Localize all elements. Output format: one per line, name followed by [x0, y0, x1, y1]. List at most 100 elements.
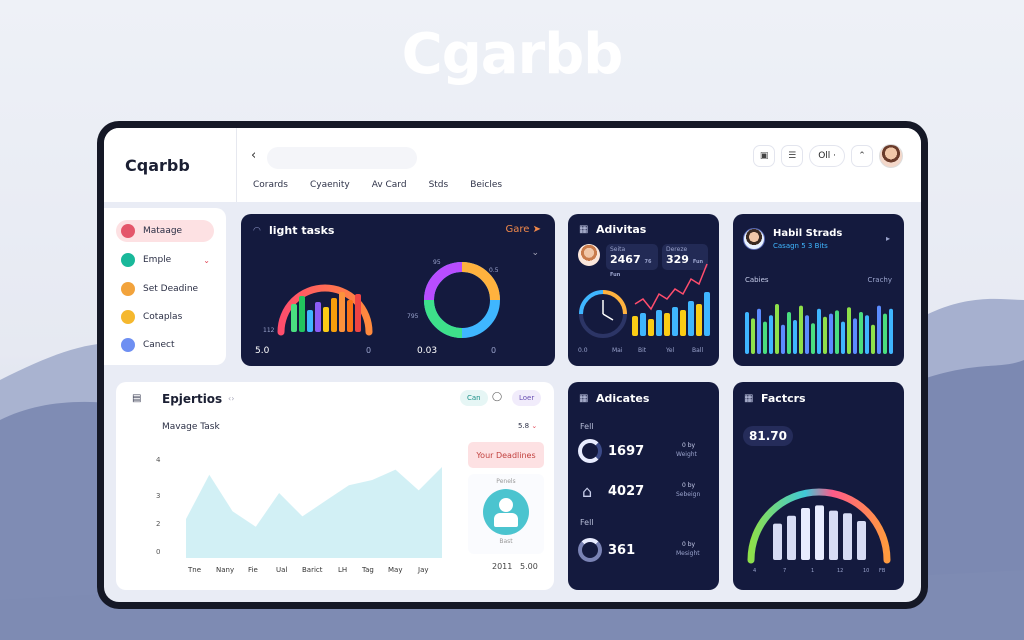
- x-tick-label: LH: [338, 566, 347, 574]
- y-tick-label: 3: [156, 492, 160, 500]
- stat-box: Seita 2467 76 Fun: [606, 244, 658, 278]
- gauge-arc: [277, 284, 373, 336]
- nav-tab[interactable]: Stds: [428, 180, 449, 190]
- hero-logo-title: Cgarbb: [401, 22, 624, 87]
- metric-tag: Weight: [676, 451, 697, 458]
- factors-chart: 4 7 1 12 10 FB: [747, 488, 891, 574]
- search-input[interactable]: [267, 147, 417, 169]
- sidebar-item-deadline[interactable]: Set Deadine: [116, 278, 214, 300]
- x-tick-label: Tag: [361, 566, 374, 574]
- habit-sub: Casagn 5 3 Bits: [773, 242, 828, 250]
- expertise-sub: Mavage Task: [162, 422, 220, 432]
- home-icon: ⌂: [582, 482, 593, 501]
- tasks-zero-2: 0: [491, 346, 496, 355]
- bar: [299, 296, 305, 332]
- stat-number: 2011: [492, 562, 513, 571]
- x-tick-label: Jay: [417, 566, 429, 574]
- tasks-a-label: 5.0: [255, 346, 270, 356]
- nav-tab[interactable]: Av Card: [371, 180, 407, 190]
- progress-ring: [578, 439, 602, 463]
- bar: [829, 313, 833, 354]
- bar: [769, 315, 773, 354]
- tasks-title: light tasks: [269, 224, 335, 237]
- calendar-icon[interactable]: ▣: [753, 145, 776, 167]
- habit-right-label: Crachy: [867, 276, 892, 284]
- progress-ring: [578, 538, 602, 562]
- bar: [696, 304, 702, 336]
- x-tick-label: Bit: [638, 347, 647, 354]
- chip-loer[interactable]: Loer: [512, 390, 542, 406]
- bar: [773, 523, 782, 560]
- sidebar-item-manage[interactable]: Mataage: [116, 220, 214, 242]
- grid-icon: ▦: [579, 224, 589, 235]
- donut-segment: [424, 299, 463, 338]
- metric-tag: 0 by: [682, 541, 696, 548]
- sidebar-item-templates[interactable]: Cotaplas: [116, 306, 214, 328]
- metric-tag: 0 by: [682, 442, 696, 449]
- tasks-action[interactable]: Gare ➤: [505, 224, 541, 235]
- x-tick-label: 1: [811, 568, 814, 574]
- bar: [339, 292, 345, 332]
- activities-chart: 0.0 Mai Bit Yel Ball: [578, 263, 710, 354]
- avatar: [743, 228, 765, 250]
- chip-can[interactable]: Can: [460, 390, 488, 406]
- sidebar-item-connect[interactable]: Canect: [116, 334, 214, 356]
- x-tick-label: Fie: [248, 566, 258, 574]
- bar: [307, 310, 313, 332]
- bar: [853, 318, 857, 354]
- chat-icon[interactable]: ◯: [492, 392, 503, 402]
- x-tick-label: May: [388, 566, 402, 574]
- bar: [877, 305, 881, 354]
- bar: [632, 316, 638, 336]
- tasks-a-side: 112: [263, 327, 275, 334]
- factors-card: ▦ Factcrs 81.70 4 7 1 12 10 FB: [733, 382, 904, 590]
- area-chart: 4 3 2 0 Tne Nany Fie Ual Barict LH Tag M…: [156, 456, 442, 574]
- deadlines-button[interactable]: Your Deadlines: [468, 442, 544, 468]
- activities-card: ▦ Adivitas Seita 2467 76 Fun Dereze 329 …: [568, 214, 719, 366]
- chevron-icon[interactable]: ⌃: [851, 145, 873, 167]
- bar: [664, 313, 670, 336]
- status-pill[interactable]: Oll ·: [809, 145, 845, 167]
- bar: [883, 313, 887, 354]
- tasks-zero: 0: [366, 346, 371, 355]
- nav-tab[interactable]: Cyaenity: [309, 180, 350, 190]
- play-icon[interactable]: ▸: [885, 234, 890, 243]
- wifi-icon: ◠: [253, 226, 261, 236]
- x-tick-label: 0.0: [578, 347, 588, 354]
- bar: [815, 505, 824, 560]
- bar: [751, 318, 755, 354]
- habit-card: Habil Strads Casagn 5 3 Bits ▸ Cabies Cr…: [733, 214, 904, 366]
- x-tick-label: Nany: [216, 566, 234, 574]
- donut-top-label: 95: [433, 259, 441, 266]
- activities-title: Adivitas: [596, 223, 647, 236]
- chevron-down-icon[interactable]: ⌄: [531, 248, 539, 258]
- nav-tab[interactable]: Beicles: [470, 180, 503, 190]
- sidebar-item-emple[interactable]: Emple ⌄: [116, 249, 214, 271]
- tasks-chart: 5.0 112 0 95 0.5 795 0.03 0: [255, 259, 500, 356]
- select-dropdown[interactable]: 5.8 ⌄: [518, 422, 538, 430]
- list-icon[interactable]: ☰: [781, 145, 804, 167]
- bar: [331, 298, 337, 332]
- nav-tab[interactable]: Corards: [253, 180, 288, 190]
- stat-box: Dereze 329 Fun: [662, 244, 708, 270]
- bar: [688, 301, 694, 336]
- brand-name[interactable]: Cqarbb: [125, 156, 190, 175]
- metric-tag: Sebeign: [676, 491, 701, 498]
- avatar: [578, 244, 600, 266]
- x-tick-label: 12: [837, 568, 843, 574]
- metric-tag: 0 by: [682, 482, 696, 489]
- metric-value: 1697: [608, 444, 645, 459]
- bar: [799, 305, 803, 354]
- person-icon: [121, 224, 135, 238]
- y-tick-label: 0: [156, 548, 160, 556]
- app-screen: Cqarbb ‹ Corards Cyaenity Av Card Stds B…: [104, 128, 921, 602]
- brand-area: Cqarbb: [104, 128, 237, 202]
- chevron-icon[interactable]: ‹›: [228, 394, 235, 403]
- expertise-card: ▤ Epjertios ‹› Can ◯ Loer Mavage Task 5.…: [116, 382, 554, 590]
- bar: [823, 316, 827, 354]
- donut-segment: [424, 262, 463, 301]
- clock-hand: [602, 313, 614, 321]
- habit-left-label: Cabies: [745, 276, 769, 284]
- user-avatar[interactable]: [879, 144, 903, 168]
- back-icon[interactable]: ‹: [251, 148, 257, 163]
